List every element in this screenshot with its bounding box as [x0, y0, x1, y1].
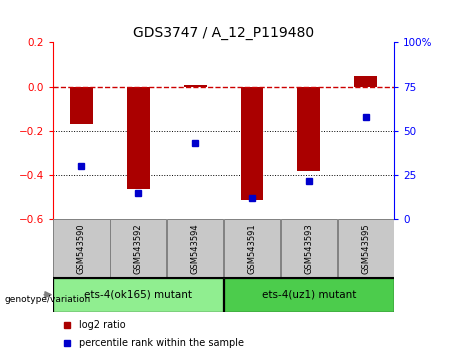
Bar [297, 87, 320, 171]
Text: GSM543595: GSM543595 [361, 223, 370, 274]
Text: genotype/variation: genotype/variation [5, 295, 91, 304]
Text: ets-4(uz1) mutant: ets-4(uz1) mutant [262, 290, 356, 300]
Title: GDS3747 / A_12_P119480: GDS3747 / A_12_P119480 [133, 26, 314, 40]
Bar [53, 219, 110, 278]
Text: GSM543592: GSM543592 [134, 223, 143, 274]
Bar [70, 87, 93, 124]
Text: GSM543593: GSM543593 [304, 223, 313, 274]
Text: percentile rank within the sample: percentile rank within the sample [78, 338, 243, 348]
Bar [281, 219, 337, 278]
Text: GSM543594: GSM543594 [191, 223, 200, 274]
Bar [53, 278, 223, 312]
Bar [355, 76, 377, 87]
Bar [224, 219, 280, 278]
Bar [110, 219, 166, 278]
Bar [184, 85, 207, 87]
Bar [337, 219, 394, 278]
Text: GSM543591: GSM543591 [248, 223, 256, 274]
Bar [224, 278, 394, 312]
Text: ets-4(ok165) mutant: ets-4(ok165) mutant [84, 290, 192, 300]
Text: log2 ratio: log2 ratio [78, 320, 125, 330]
Bar [241, 87, 263, 200]
Bar [167, 219, 223, 278]
Bar [127, 87, 150, 188]
Text: GSM543590: GSM543590 [77, 223, 86, 274]
